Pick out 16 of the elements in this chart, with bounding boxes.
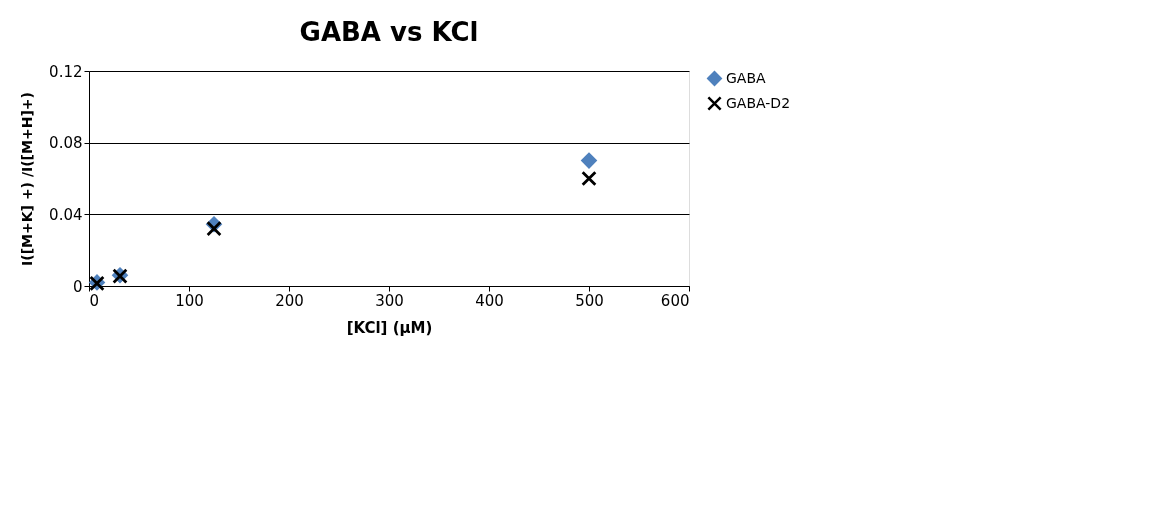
x-tick-label: 300 — [375, 291, 404, 310]
y-tick-label: 0.12 — [49, 62, 83, 81]
x-tick-label: 500 — [575, 291, 604, 310]
x-axis-title: [KCl] (µM) — [346, 318, 433, 337]
y-tick-label: 0.08 — [49, 134, 83, 153]
x-tick-label: 0 — [89, 291, 100, 310]
y-tick-label: 0.04 — [49, 205, 83, 224]
x-tick-label: 100 — [175, 291, 204, 310]
y-tick-label: 0 — [72, 277, 83, 296]
x-tick-label: 600 — [660, 291, 690, 310]
y-axis-title: I([M+K] +) /I([M+H]+) — [19, 92, 36, 266]
legend-label: GABA — [726, 69, 767, 86]
x-tick-label: 400 — [475, 291, 504, 310]
chart-title: GABA vs KCl — [299, 17, 479, 47]
legend-label: GABA-D2 — [726, 94, 791, 111]
x-tick-label: 200 — [275, 291, 304, 310]
